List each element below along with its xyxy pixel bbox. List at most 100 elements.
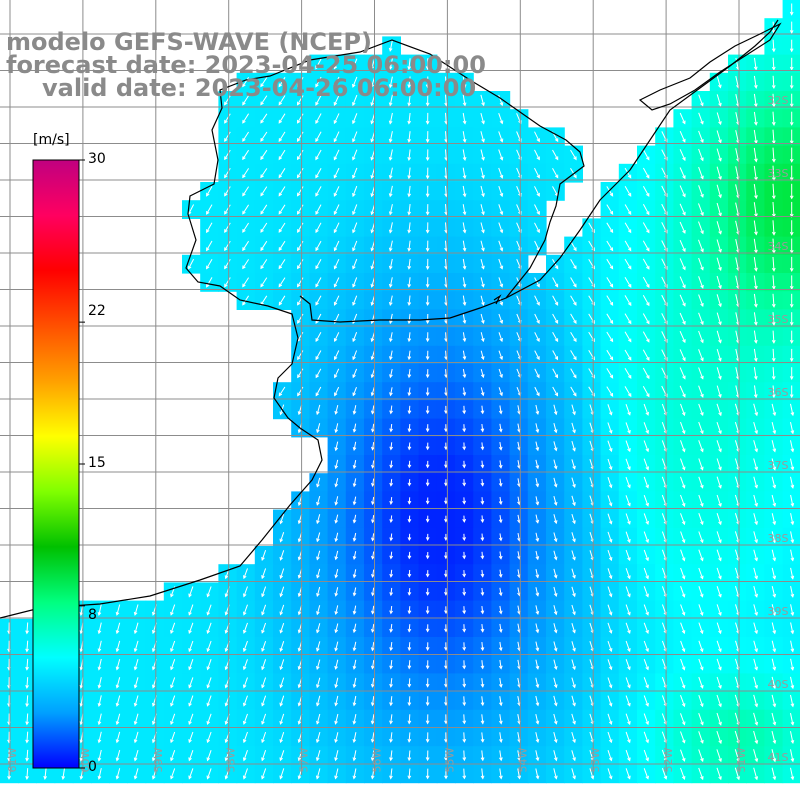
wind-arrow [334,404,339,415]
wind-arrow [790,749,795,763]
wind-arrow [333,222,340,234]
lon-label: 55W [443,747,456,772]
wind-arrow [371,423,375,433]
wind-arrow [498,277,504,288]
wind-arrow [643,403,649,416]
wind-arrow [260,240,268,252]
wind-arrow [698,385,704,398]
wind-arrow [680,677,686,689]
wind-arrow [753,476,758,489]
wind-arrow [206,768,212,780]
wind-arrow [444,497,448,505]
wind-arrow [370,387,375,397]
wind-arrow [170,622,176,634]
wind-arrow [552,350,558,361]
wind-arrow [624,186,632,197]
wind-arrow [625,640,631,653]
wind-arrow [607,750,613,762]
wind-arrow [334,750,339,762]
wind-arrow [771,549,777,562]
wind-arrow [388,94,393,107]
wind-arrow [296,95,304,106]
wind-arrow [334,350,340,361]
wind-arrow [607,731,613,744]
wind-arrow [571,477,576,489]
wind-arrow [498,678,503,688]
wind-arrow [352,514,357,524]
wind-arrow [790,694,795,708]
wind-arrow [170,713,176,725]
wind-arrow [789,111,794,126]
wind-arrow [571,404,576,416]
wind-arrow [389,750,393,762]
wind-arrow [480,112,485,125]
wind-arrow [698,148,704,162]
wind-arrow [188,586,194,598]
lon-label: 58W [225,747,238,772]
wind-arrow [625,568,631,580]
estuary-path [493,294,502,305]
wind-arrow [642,222,650,234]
wind-arrow [334,677,339,689]
wind-arrow [279,532,285,543]
wind-arrow [480,533,485,542]
wind-arrow [115,713,121,726]
wind-arrow [425,732,430,743]
wind-arrow [552,313,559,324]
wind-arrow [316,623,321,634]
wind-arrow [352,332,358,343]
wind-arrow [716,730,722,745]
wind-arrow [352,551,357,561]
lat-label: 33S [768,167,789,180]
model-title: modelo GEFS-WAVE (NCEP) [6,28,372,56]
wind-arrow [407,368,412,379]
wind-arrow [771,585,777,598]
wind-arrow [260,149,268,161]
wind-arrow [643,422,649,435]
wind-arrow [716,221,722,235]
wind-arrow [643,731,649,744]
wind-arrow [535,514,540,524]
wind-arrow [133,622,139,635]
wind-arrow [698,330,704,344]
wind-arrow [97,731,102,744]
wind-arrow [352,94,358,107]
wind-arrow [642,276,650,288]
wind-arrow [753,93,758,108]
wind-arrow [425,313,430,325]
wind-arrow [643,549,649,562]
wind-arrow [462,460,467,469]
wind-arrow [316,550,321,561]
wind-arrow [333,149,340,161]
wind-arrow [680,494,686,507]
wind-arrow [97,768,102,780]
wind-arrow [553,550,558,561]
wind-arrow [624,295,632,307]
wind-arrow [680,513,686,526]
wind-arrow [133,604,139,616]
wind-arrow [425,112,430,125]
wind-arrow [242,95,250,106]
wind-arrow [279,568,285,580]
lon-label: 51W [735,747,748,772]
wind-arrow [480,423,485,433]
wind-arrow [278,277,286,288]
wind-arrow [25,731,29,744]
wind-arrow [624,204,632,216]
wind-arrow [753,220,758,236]
wind-arrow [790,676,795,690]
wind-arrow [789,256,794,272]
wind-arrow [261,695,267,707]
wind-arrow [790,513,795,526]
wind-arrow [642,258,650,270]
wind-arrow [242,186,250,197]
wind-arrow [425,696,430,707]
wind-arrow [679,294,686,307]
wind-arrow [97,749,102,762]
wind-arrow [425,131,430,143]
wind-arrow [407,258,412,270]
wind-arrow [498,204,504,216]
wind-arrow [643,495,649,507]
wind-arrow [115,677,121,689]
wind-arrow [570,386,577,397]
